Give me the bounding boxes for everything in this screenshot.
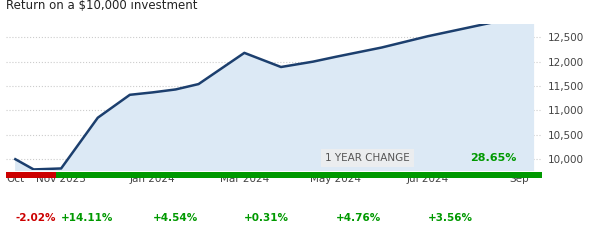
Text: $12,980: $12,980 [0,235,1,236]
Text: +4.76%: +4.76% [336,213,381,223]
Text: -2.02%: -2.02% [15,213,56,223]
Text: 28.65%: 28.65% [470,153,516,163]
Text: +4.54%: +4.54% [153,213,198,223]
Text: +3.56%: +3.56% [428,213,472,223]
Text: +0.31%: +0.31% [245,213,290,223]
Text: 1 YEAR CHANGE: 1 YEAR CHANGE [325,153,410,163]
Text: Return on a $10,000 investment: Return on a $10,000 investment [6,0,198,12]
Text: +14.11%: +14.11% [61,213,113,223]
